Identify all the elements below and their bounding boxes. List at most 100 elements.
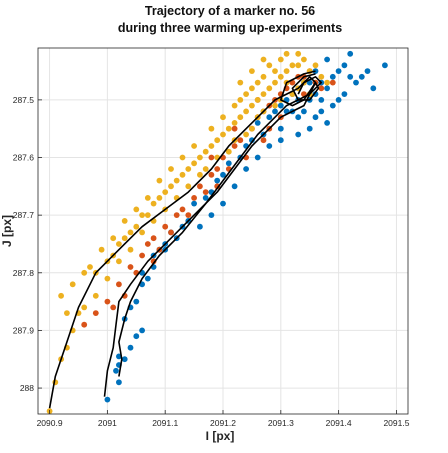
data-point bbox=[191, 143, 198, 149]
data-point bbox=[295, 114, 302, 121]
data-point bbox=[272, 102, 278, 109]
data-point bbox=[81, 269, 88, 276]
data-point bbox=[301, 56, 307, 63]
data-point bbox=[202, 166, 209, 172]
data-point bbox=[220, 200, 226, 207]
data-point bbox=[382, 62, 388, 69]
data-point bbox=[121, 356, 128, 363]
data-point bbox=[127, 229, 134, 236]
data-point bbox=[266, 114, 273, 121]
data-point bbox=[139, 229, 146, 236]
data-point bbox=[121, 218, 128, 224]
data-point bbox=[133, 298, 140, 305]
data-point bbox=[329, 79, 336, 86]
data-point bbox=[312, 62, 319, 69]
data-point bbox=[341, 91, 348, 97]
data-point bbox=[329, 102, 336, 109]
data-point bbox=[260, 73, 267, 80]
data-point bbox=[81, 321, 88, 328]
data-point bbox=[214, 137, 221, 144]
data-point bbox=[243, 108, 250, 115]
data-point bbox=[243, 166, 250, 172]
x-tick-label: 2091.3 bbox=[268, 418, 294, 428]
data-point bbox=[272, 79, 278, 86]
data-point bbox=[231, 143, 238, 149]
data-point bbox=[191, 195, 198, 201]
data-point bbox=[179, 206, 186, 213]
data-point bbox=[277, 125, 284, 132]
data-point bbox=[260, 91, 267, 97]
y-tick-label: 287.7 bbox=[13, 210, 35, 220]
trajectory-path-3 bbox=[118, 76, 323, 377]
data-point bbox=[266, 85, 273, 92]
data-point bbox=[133, 333, 140, 340]
chart-title-line-1: Trajectory of a marker no. 56 bbox=[145, 4, 315, 18]
data-point bbox=[301, 108, 307, 115]
data-point bbox=[225, 148, 232, 155]
data-point bbox=[295, 50, 302, 57]
data-point bbox=[249, 125, 255, 132]
data-point bbox=[272, 68, 278, 74]
data-point bbox=[237, 137, 244, 144]
data-point bbox=[318, 97, 325, 103]
data-point bbox=[168, 229, 174, 236]
x-tick-label: 2091.4 bbox=[326, 418, 352, 428]
data-point bbox=[347, 50, 354, 57]
data-point bbox=[324, 85, 330, 92]
data-point bbox=[116, 258, 122, 265]
data-point bbox=[162, 189, 169, 196]
data-point bbox=[197, 154, 203, 161]
data-point bbox=[347, 73, 354, 80]
data-point bbox=[214, 177, 221, 184]
data-point bbox=[237, 97, 244, 103]
data-point bbox=[231, 120, 238, 126]
data-point bbox=[202, 189, 209, 196]
data-point bbox=[277, 73, 284, 80]
data-point bbox=[185, 166, 192, 172]
series-1-points bbox=[104, 50, 388, 403]
data-point bbox=[329, 73, 336, 80]
data-point bbox=[139, 327, 146, 334]
data-point bbox=[358, 73, 365, 80]
data-point bbox=[283, 50, 290, 57]
data-point bbox=[335, 68, 342, 74]
data-point bbox=[364, 68, 371, 74]
data-point bbox=[179, 154, 186, 161]
data-point bbox=[168, 183, 174, 190]
data-point bbox=[225, 125, 232, 132]
data-point bbox=[185, 212, 192, 219]
data-point bbox=[110, 304, 117, 311]
x-tick-label: 2091.2 bbox=[210, 418, 236, 428]
data-point bbox=[237, 79, 244, 86]
data-point bbox=[139, 252, 146, 259]
data-point bbox=[81, 304, 88, 311]
data-point bbox=[185, 183, 192, 190]
trajectory-lines bbox=[48, 70, 323, 409]
data-point bbox=[231, 183, 238, 190]
data-point bbox=[87, 264, 93, 270]
data-point bbox=[168, 166, 174, 172]
data-point bbox=[127, 344, 134, 351]
data-point bbox=[139, 212, 146, 219]
x-axis-ticks: 2090.9 2091 2091.1 2091.2 2091.3 2091.4 2091.5 bbox=[37, 410, 410, 428]
data-point bbox=[254, 120, 261, 126]
data-point bbox=[295, 62, 302, 69]
y-tick-label: 287.8 bbox=[13, 268, 35, 278]
data-point bbox=[260, 56, 267, 63]
data-point bbox=[208, 143, 215, 149]
data-point bbox=[324, 120, 330, 126]
data-point bbox=[220, 171, 226, 178]
data-point bbox=[197, 183, 203, 190]
y-tick-label: 287.5 bbox=[13, 95, 35, 105]
data-point bbox=[370, 85, 377, 92]
chart-title-line-2: during three warming up-experiments bbox=[118, 21, 342, 35]
data-point bbox=[144, 195, 151, 201]
data-point bbox=[197, 223, 203, 230]
data-point bbox=[113, 367, 119, 374]
data-point bbox=[231, 125, 238, 132]
data-point bbox=[277, 137, 284, 144]
data-point bbox=[92, 292, 99, 299]
data-point bbox=[173, 212, 180, 219]
data-point bbox=[225, 160, 232, 167]
data-point bbox=[144, 212, 151, 219]
